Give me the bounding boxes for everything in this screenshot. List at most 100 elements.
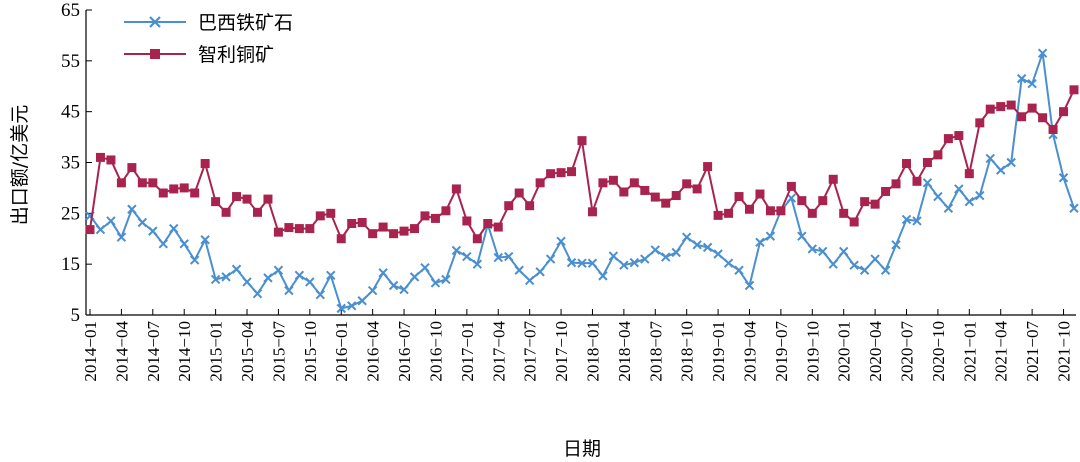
data-point bbox=[514, 265, 524, 275]
y-tick-label: 25 bbox=[61, 203, 80, 224]
data-point bbox=[190, 188, 200, 198]
data-point bbox=[619, 260, 629, 270]
data-point bbox=[525, 201, 535, 211]
data-point bbox=[608, 175, 618, 185]
data-point bbox=[127, 204, 137, 214]
data-point bbox=[566, 257, 577, 268]
data-point bbox=[734, 265, 744, 275]
data-point bbox=[315, 211, 325, 221]
data-point bbox=[598, 178, 608, 188]
x-tick-label: 2021−10 bbox=[1055, 321, 1074, 382]
x-tick-label: 2020−10 bbox=[929, 321, 948, 382]
data-point bbox=[106, 155, 116, 165]
y-tick-label: 65 bbox=[61, 0, 80, 21]
data-point bbox=[1037, 48, 1048, 58]
data-point bbox=[765, 231, 776, 241]
data-point bbox=[284, 285, 294, 296]
x-tick-label: 2021−01 bbox=[960, 321, 979, 382]
legend-item-series-2: 智利铜矿 bbox=[124, 44, 274, 66]
x-tick-label: 2018−07 bbox=[646, 321, 665, 382]
data-point bbox=[587, 258, 598, 268]
data-point bbox=[975, 190, 985, 201]
data-point bbox=[880, 265, 891, 275]
data-point bbox=[137, 217, 148, 228]
y-tick-label: 5 bbox=[71, 305, 81, 326]
y-tick-label: 15 bbox=[61, 254, 80, 275]
data-point bbox=[252, 288, 263, 299]
data-point bbox=[409, 272, 420, 282]
data-point bbox=[828, 259, 838, 269]
data-point bbox=[158, 188, 168, 198]
data-point bbox=[702, 242, 713, 253]
x-tick-label: 2020−01 bbox=[835, 321, 854, 382]
x-tick-label: 2016−04 bbox=[364, 321, 383, 382]
y-tick-label: 55 bbox=[61, 51, 80, 72]
data-point bbox=[1059, 107, 1069, 117]
data-point bbox=[221, 272, 231, 282]
data-point bbox=[441, 274, 451, 285]
data-point bbox=[661, 198, 671, 208]
data-point bbox=[137, 178, 147, 188]
data-point bbox=[902, 159, 912, 169]
data-point bbox=[1058, 173, 1069, 183]
data-point bbox=[504, 251, 514, 262]
data-point bbox=[797, 231, 807, 241]
x-tick-label: 2018−01 bbox=[583, 321, 602, 382]
data-point bbox=[786, 181, 796, 191]
data-point bbox=[692, 240, 702, 250]
y-axis-ticks: 5 15 25 35 45 55 65 bbox=[61, 0, 92, 326]
legend-item-series-1: 巴西铁矿石 bbox=[124, 12, 293, 34]
data-point bbox=[336, 234, 346, 244]
data-point bbox=[347, 219, 357, 228]
x-axis-title: 日期 bbox=[563, 438, 601, 460]
data-point bbox=[451, 184, 461, 194]
data-point bbox=[608, 251, 619, 261]
data-point bbox=[514, 188, 524, 198]
x-axis-ticks: 2014−01 2014−04 2014−07 2014−10 2015−01 2015−… bbox=[81, 309, 1074, 382]
data-point bbox=[870, 199, 880, 209]
data-point bbox=[985, 153, 995, 164]
data-point bbox=[671, 191, 681, 201]
data-point bbox=[933, 150, 943, 160]
data-point bbox=[430, 278, 441, 288]
data-point bbox=[964, 196, 975, 207]
data-point bbox=[849, 260, 859, 270]
data-point bbox=[357, 217, 367, 227]
data-point bbox=[734, 192, 744, 202]
x-tick-label: 2016−07 bbox=[395, 321, 414, 382]
data-point bbox=[922, 178, 933, 188]
data-point bbox=[462, 251, 472, 262]
data-point bbox=[127, 163, 137, 173]
data-point bbox=[661, 252, 671, 262]
data-point bbox=[273, 227, 283, 237]
data-point bbox=[231, 264, 242, 274]
data-point bbox=[493, 252, 503, 263]
legend-marker-square bbox=[150, 49, 160, 59]
data-point bbox=[901, 214, 912, 225]
series-layer bbox=[85, 48, 1079, 314]
data-point bbox=[545, 254, 556, 264]
data-point bbox=[221, 207, 231, 217]
x-tick-label: 2016−01 bbox=[332, 321, 351, 382]
data-point bbox=[472, 234, 482, 244]
data-point bbox=[263, 273, 273, 283]
data-point bbox=[326, 208, 336, 218]
data-point bbox=[985, 104, 995, 114]
data-point bbox=[556, 168, 566, 178]
data-point bbox=[148, 178, 158, 188]
x-tick-label: 2019−01 bbox=[709, 321, 728, 382]
data-point bbox=[1069, 85, 1079, 95]
data-point bbox=[807, 208, 817, 218]
legend-label: 巴西铁矿石 bbox=[198, 12, 293, 34]
data-point bbox=[169, 184, 179, 194]
legend-marker-x bbox=[149, 16, 161, 28]
data-point bbox=[943, 203, 954, 213]
data-point bbox=[859, 265, 870, 275]
data-point bbox=[682, 179, 692, 189]
data-point bbox=[504, 201, 514, 211]
data-point bbox=[200, 235, 210, 245]
data-point bbox=[85, 225, 95, 235]
data-point bbox=[232, 192, 242, 202]
data-point bbox=[252, 207, 262, 217]
